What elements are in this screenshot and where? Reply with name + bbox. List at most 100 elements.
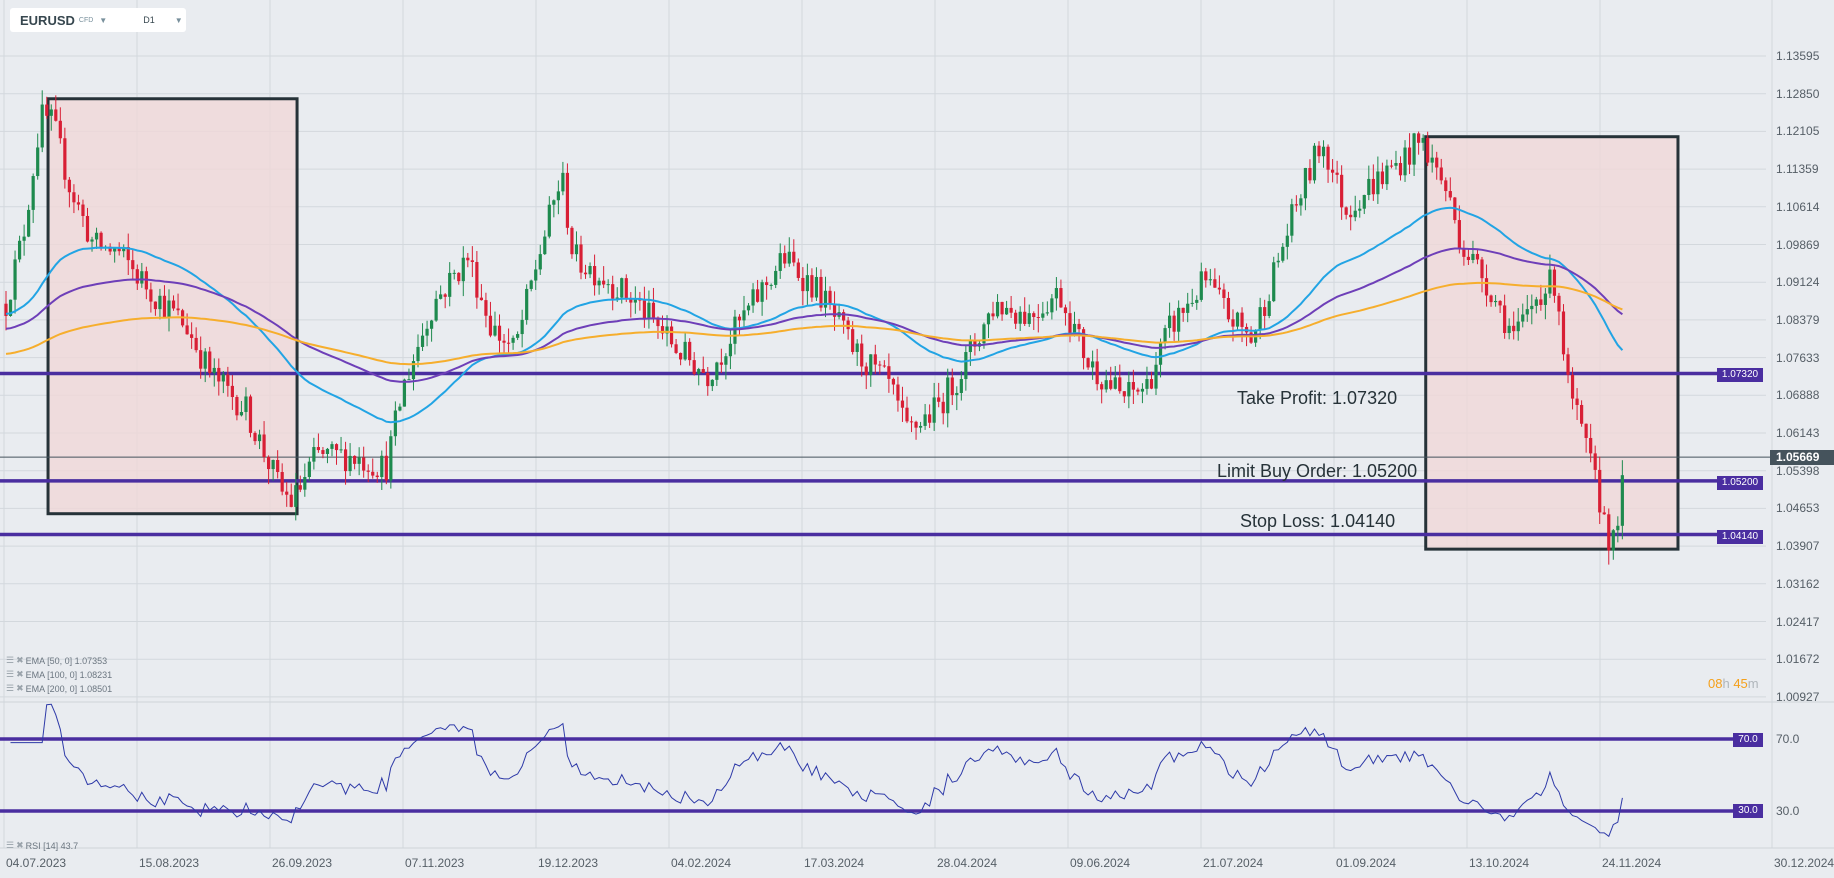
close-icon[interactable]: ✖ xyxy=(16,683,24,693)
timeframe-dropdown-icon[interactable]: ▼ xyxy=(174,15,183,25)
candle-body xyxy=(796,262,800,278)
candle-body xyxy=(719,362,723,365)
candle-body xyxy=(1539,299,1543,305)
candle-body xyxy=(905,407,909,422)
candle-body xyxy=(461,257,465,282)
candle-body xyxy=(343,449,348,472)
take-profit-price-label[interactable]: 1.07320 xyxy=(1717,368,1763,382)
candle-body xyxy=(1018,311,1022,324)
rsi-70-label[interactable]: 70.0 xyxy=(1733,733,1763,747)
candle-body xyxy=(289,494,293,507)
candle-body xyxy=(8,299,13,316)
candle-body xyxy=(1548,269,1552,294)
settings-icon[interactable]: ☰ xyxy=(6,655,15,665)
settings-icon[interactable]: ☰ xyxy=(6,683,15,693)
candle-body xyxy=(950,377,954,396)
candle-body xyxy=(1050,298,1054,313)
price-tick: 1.07633 xyxy=(1776,350,1820,365)
candle-body xyxy=(366,470,370,472)
candle-body xyxy=(267,457,271,470)
candle-body xyxy=(583,272,588,275)
candle-body xyxy=(792,251,796,263)
candle-body xyxy=(1607,514,1611,551)
candle-body xyxy=(167,300,171,318)
date-tick: 21.07.2024 xyxy=(1203,856,1264,870)
candle-body xyxy=(190,334,194,338)
legend-ema100[interactable]: ☰ ✖ EMA [100, 0] 1.08231 xyxy=(6,669,112,680)
candle-body xyxy=(1109,380,1113,389)
candle-body xyxy=(1362,194,1366,209)
candle-body xyxy=(846,320,850,330)
candle-body xyxy=(543,236,547,255)
candle-body xyxy=(642,300,646,319)
candle-body xyxy=(298,485,302,490)
legend-ema200-text: EMA [200, 0] 1.08501 xyxy=(25,683,113,694)
candle-body xyxy=(674,344,678,353)
candle-body xyxy=(334,444,339,451)
candle-body xyxy=(325,448,330,454)
symbol-selector[interactable]: EURUSD CFD ▼ D1 ▼ xyxy=(10,8,186,32)
candle-body xyxy=(1593,453,1597,470)
candle-body xyxy=(683,341,687,360)
candle-body xyxy=(13,259,17,300)
candle-body xyxy=(615,297,619,299)
candle-body xyxy=(452,272,456,274)
candle-body xyxy=(230,385,234,398)
candle-body xyxy=(1358,208,1362,211)
candle-body xyxy=(235,397,239,416)
candle-body xyxy=(1077,323,1081,330)
stop-loss-price-label[interactable]: 1.04140 xyxy=(1717,530,1763,544)
price-tick: 1.03907 xyxy=(1776,539,1820,554)
candle-body xyxy=(1602,512,1606,515)
close-icon[interactable]: ✖ xyxy=(16,840,24,850)
candle-body xyxy=(1032,313,1036,318)
candle-body xyxy=(321,450,325,454)
candle-body xyxy=(1466,256,1471,260)
candle-body xyxy=(1353,210,1357,218)
candle-body xyxy=(660,326,665,334)
candle-body xyxy=(45,104,49,116)
candle-body xyxy=(108,246,112,252)
legend-ema50-text: EMA [50, 0] 1.07353 xyxy=(25,655,108,666)
timeframe-selector[interactable]: D1 xyxy=(143,15,155,25)
candle-body xyxy=(1507,325,1511,334)
candle-body xyxy=(656,317,660,327)
candle-body xyxy=(783,253,787,264)
date-tick: 30.12.2024 xyxy=(1774,856,1834,870)
limit-buy-price-label[interactable]: 1.05200 xyxy=(1717,476,1763,490)
legend-rsi[interactable]: ☰ ✖ RSI [14] 43.7 xyxy=(6,840,78,851)
candle-body xyxy=(887,366,891,379)
stop-loss-annotation: Stop Loss: 1.04140 xyxy=(1240,511,1396,531)
date-tick: 15.08.2023 xyxy=(139,856,200,870)
candle-body xyxy=(217,367,221,382)
candle-body xyxy=(1552,269,1557,296)
candle-body xyxy=(1471,253,1475,260)
candle-body xyxy=(715,362,719,380)
candle-body xyxy=(1235,312,1240,327)
candle-body xyxy=(1063,307,1068,314)
candle-body xyxy=(669,326,674,345)
rsi-30-label[interactable]: 30.0 xyxy=(1733,804,1763,818)
candle-body xyxy=(1222,289,1226,298)
candle-body xyxy=(1534,299,1538,306)
candle-body xyxy=(959,379,963,393)
highlight-box-2 xyxy=(1424,135,1680,551)
price-tick: 1.12850 xyxy=(1776,86,1820,101)
close-icon[interactable]: ✖ xyxy=(16,669,24,679)
close-icon[interactable]: ✖ xyxy=(16,655,24,665)
symbol-dropdown-icon[interactable]: ▼ xyxy=(99,15,108,25)
candle-body xyxy=(27,209,31,237)
candle-body xyxy=(1435,157,1439,168)
candle-body xyxy=(629,298,633,303)
candle-body xyxy=(253,432,257,442)
candle-body xyxy=(1480,259,1484,279)
candle-body xyxy=(810,275,814,298)
legend-ema200[interactable]: ☰ ✖ EMA [200, 0] 1.08501 xyxy=(6,683,112,694)
settings-icon[interactable]: ☰ xyxy=(6,669,15,679)
instrument-type: CFD xyxy=(78,16,94,24)
settings-icon[interactable]: ☰ xyxy=(6,840,15,850)
candle-body xyxy=(393,410,397,437)
candle-body xyxy=(1335,172,1339,175)
legend-ema50[interactable]: ☰ ✖ EMA [50, 0] 1.07353 xyxy=(6,655,107,666)
